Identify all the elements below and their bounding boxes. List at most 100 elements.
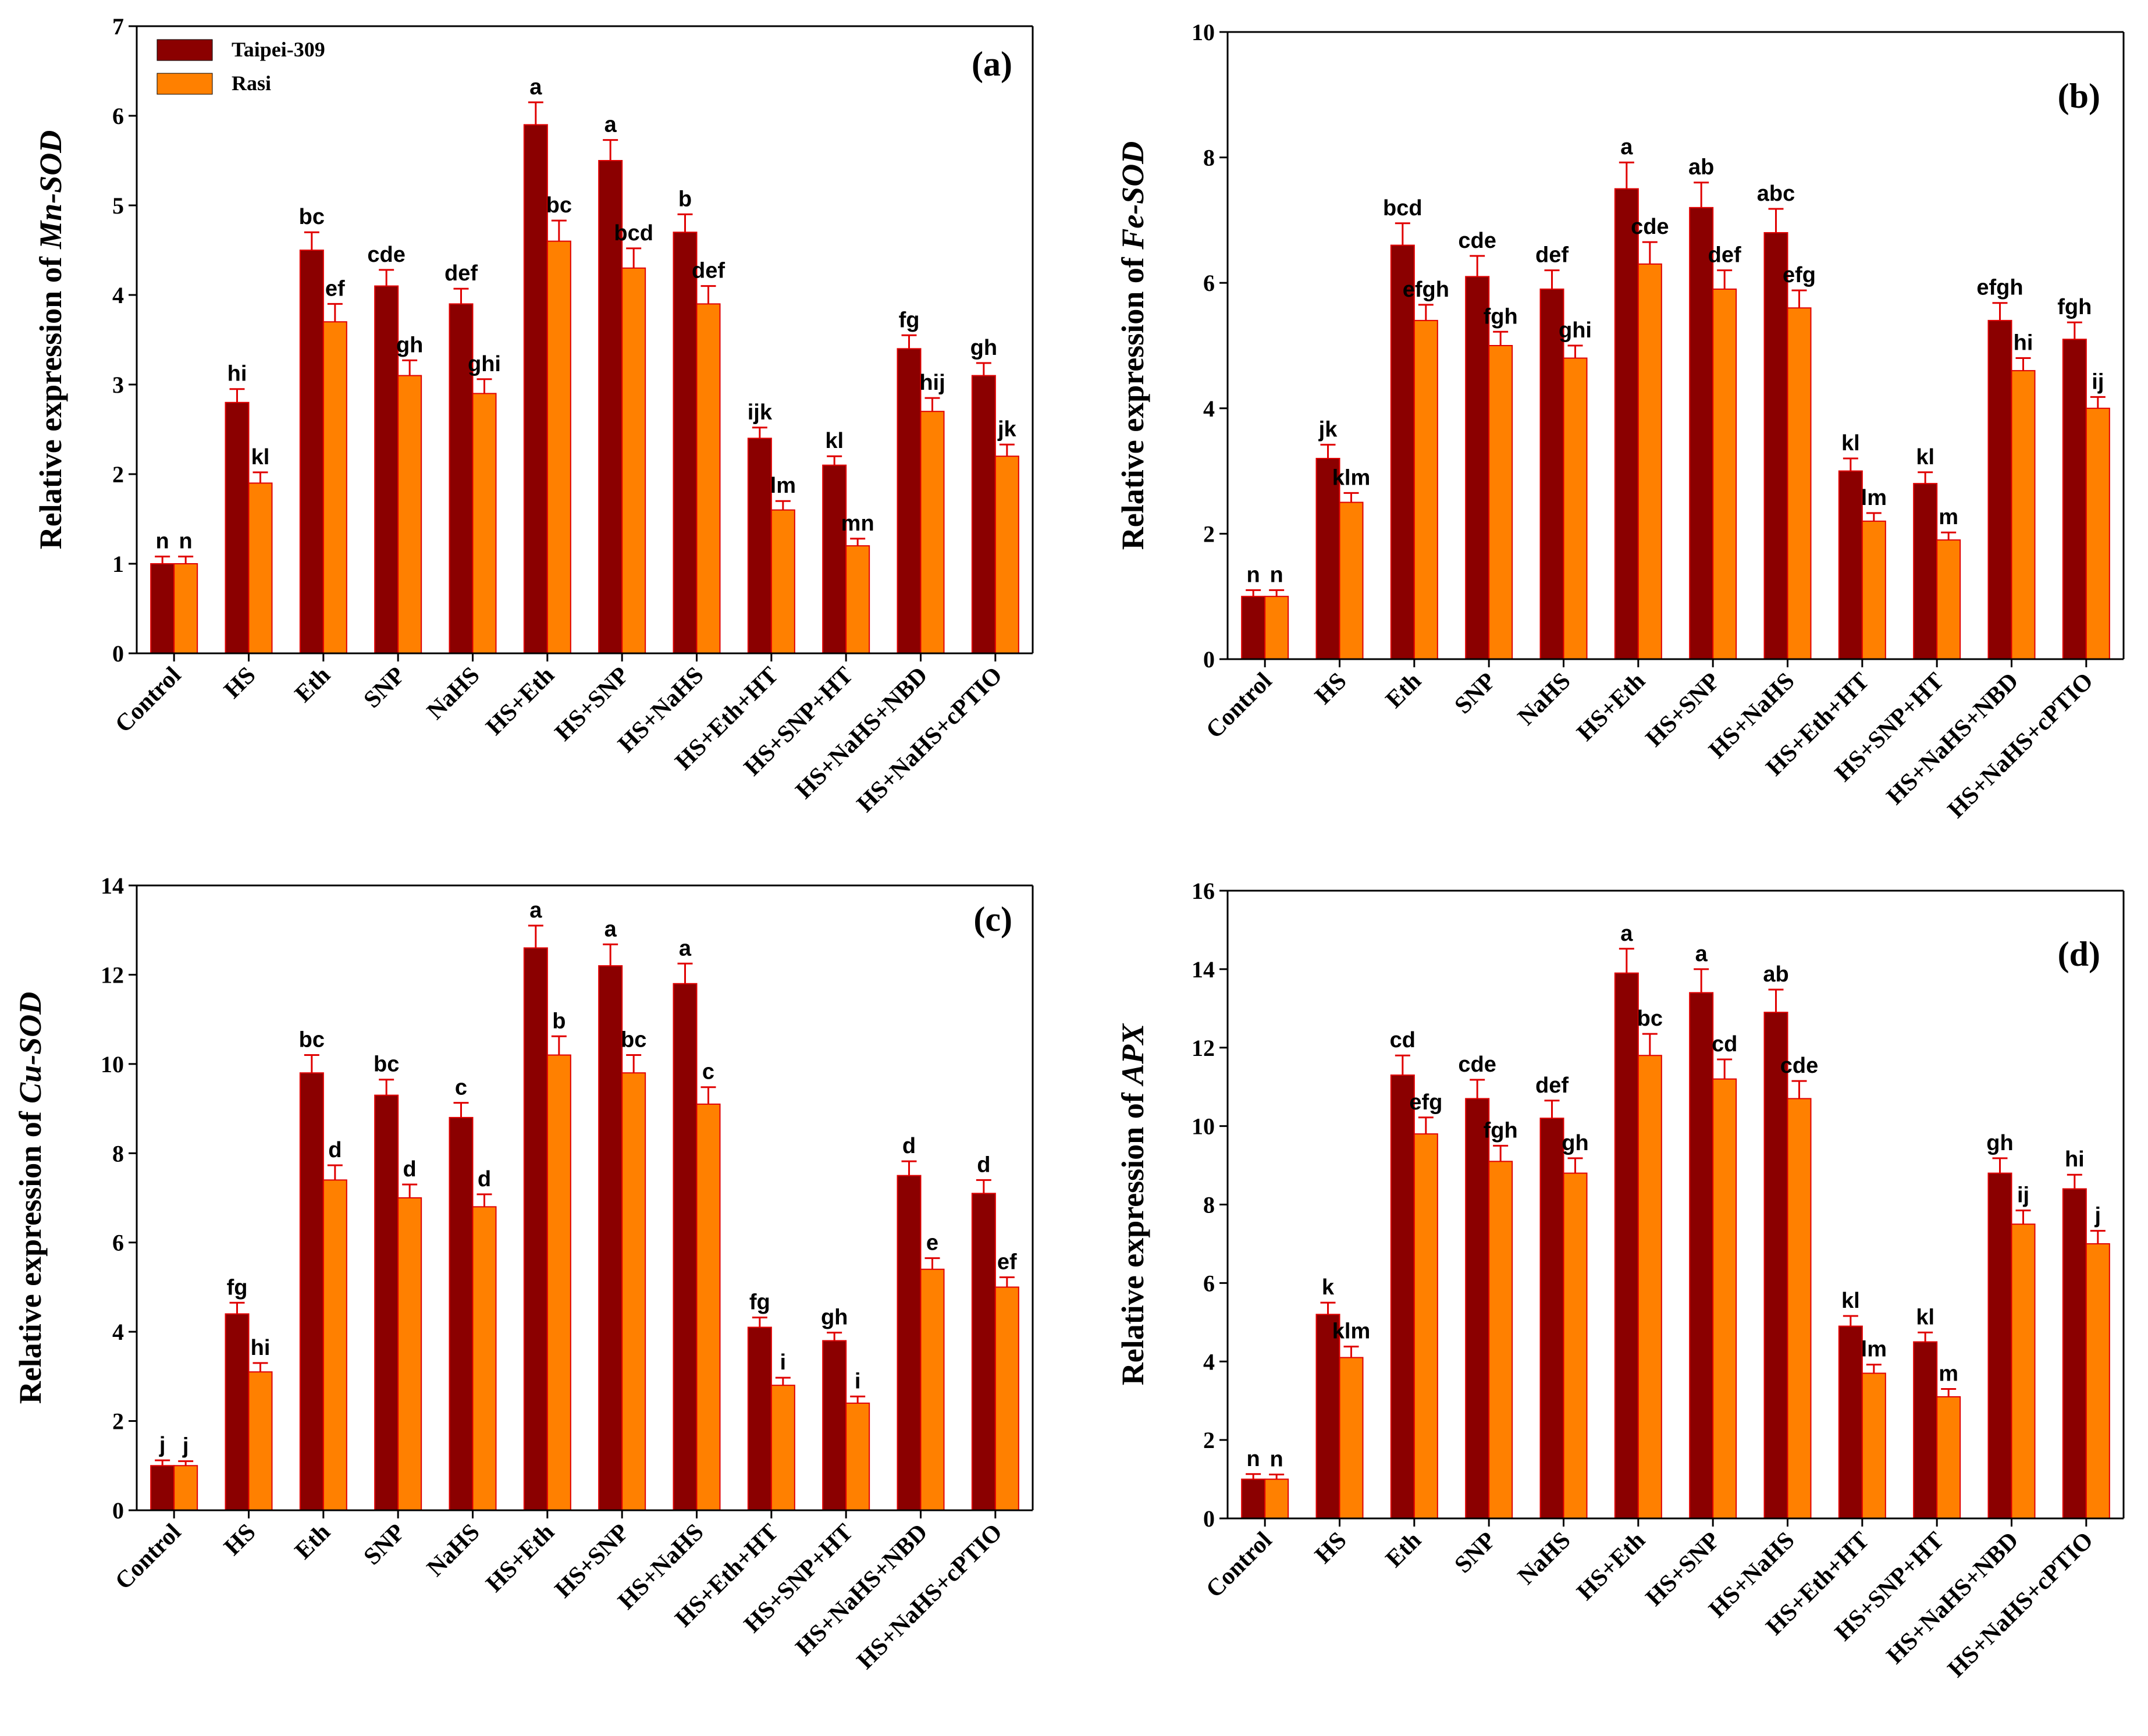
legend-label: Taipei-309 (232, 38, 325, 61)
bar (673, 232, 698, 654)
bar (1763, 232, 1788, 660)
significance-letter: efgh (1976, 276, 2023, 300)
bar (1913, 1341, 1938, 1519)
category-label: Eth (1381, 668, 1427, 714)
bar (150, 1465, 175, 1511)
y-axis-label-gene: Cu-SOD (13, 992, 48, 1104)
category-label: HS+NaHS+cPTIO (1943, 668, 2099, 824)
y-tick-label: 16 (1192, 878, 1215, 904)
significance-letter: fg (899, 308, 920, 332)
y-tick-label: 0 (1203, 646, 1215, 673)
category-label: HS (219, 662, 261, 704)
significance-letter: bc (299, 1028, 325, 1052)
bar (1936, 539, 1961, 660)
bar (920, 411, 945, 654)
bar (1614, 972, 1639, 1519)
bar (1488, 1161, 1513, 1519)
bar (1241, 1478, 1266, 1519)
significance-letter: n (1247, 563, 1260, 587)
panel-tag: (b) (2058, 77, 2100, 115)
significance-letter: bcd (1383, 196, 1422, 220)
significance-letter: ghi (468, 352, 501, 376)
bar (1339, 501, 1364, 660)
y-tick-label: 2 (112, 1408, 124, 1435)
significance-letter: jk (1318, 417, 1338, 442)
significance-letter: n (1270, 563, 1283, 587)
bar (173, 1465, 198, 1511)
y-axis-label-prefix: Relative expression of (1115, 250, 1150, 550)
bar (546, 1054, 571, 1511)
bar (1861, 520, 1886, 660)
y-tick-label: 4 (1203, 1349, 1215, 1375)
significance-letter: bc (1637, 1006, 1663, 1031)
significance-letter: d (403, 1157, 417, 1182)
category-label: HS+NaHS+NBD (1882, 668, 2024, 810)
significance-letter: k (1322, 1275, 1335, 1300)
y-tick-label: 14 (1192, 956, 1215, 983)
bar (322, 321, 347, 654)
bar (1315, 1314, 1340, 1519)
significance-letter: kl (1841, 1289, 1860, 1313)
y-axis-label-gene: APX (1115, 1023, 1150, 1087)
category-label: HS+Eth (1572, 668, 1651, 746)
significance-letter: ij (2017, 1183, 2029, 1208)
significance-letter: b (552, 1009, 566, 1033)
bar (2085, 407, 2110, 660)
significance-letter: n (156, 529, 169, 554)
bar (1614, 188, 1639, 660)
significance-letter: gh (970, 336, 997, 360)
significance-letter: j (182, 1434, 189, 1458)
y-axis-label: Relative expression of Cu-SOD (13, 992, 48, 1404)
chart-panel-c: j fg bc bc c a a a fg gh d d j hi d d d b bc c i i e ef 0 2 4 6 8 10 1… (13, 873, 1034, 1674)
bar (299, 250, 324, 654)
bar (472, 393, 497, 654)
bar (2085, 1243, 2110, 1519)
y-tick-label: 0 (112, 1497, 124, 1524)
significance-letter: d (902, 1134, 916, 1158)
bar (1712, 1078, 1737, 1519)
category-label: Control (110, 1519, 186, 1595)
bar (1390, 244, 1415, 660)
significance-letter: n (1270, 1447, 1283, 1471)
significance-letter: a (529, 898, 542, 923)
bar (322, 1179, 347, 1511)
category-label: Eth (1381, 1527, 1427, 1573)
significance-letter: klm (1332, 1319, 1370, 1344)
chart-panel-a: n hi bc cde def a a b ijk kl fg gh n kl ef gh ghi bc bcd de… (33, 13, 1034, 817)
y-axis-label-prefix: Relative expression of (33, 249, 68, 549)
significance-letter: a (604, 917, 617, 941)
category-label: NaHS (422, 662, 485, 725)
category-label: NaHS (1513, 668, 1576, 731)
significance-letter: d (328, 1138, 342, 1162)
category-label: SNP (359, 662, 411, 714)
bar (845, 545, 870, 654)
category-label: HS+NaHS+NBD (791, 1519, 933, 1662)
bar (1987, 319, 2012, 660)
category-label: HS+Eth (481, 662, 560, 741)
bar (1339, 1357, 1364, 1520)
bar (897, 348, 922, 654)
bar (897, 1175, 922, 1511)
bar (248, 482, 273, 654)
significance-letter: i (855, 1369, 861, 1393)
y-tick-label: 8 (112, 1140, 124, 1166)
bar (1539, 288, 1564, 660)
y-axis-label: Relative expression of Mn-SOD (33, 130, 68, 550)
bar (2011, 370, 2036, 660)
bar (225, 401, 250, 654)
significance-letter: m (1939, 1361, 1958, 1386)
bar (472, 1206, 497, 1511)
bar (1637, 1055, 1662, 1520)
significance-letter: cde (1458, 1052, 1496, 1077)
category-label: HS (1310, 668, 1352, 710)
y-axis-label: Relative expression of APX (1115, 1023, 1150, 1385)
y-tick-label: 6 (112, 103, 124, 129)
y-axis-label: Relative expression of Fe-SOD (1115, 141, 1150, 550)
significance-letter: fg (227, 1275, 248, 1300)
significance-letter: hi (227, 362, 247, 386)
bar (1413, 319, 1438, 660)
y-tick-label: 5 (112, 193, 124, 219)
y-tick-label: 4 (112, 282, 124, 308)
category-label: Control (1201, 1527, 1277, 1603)
